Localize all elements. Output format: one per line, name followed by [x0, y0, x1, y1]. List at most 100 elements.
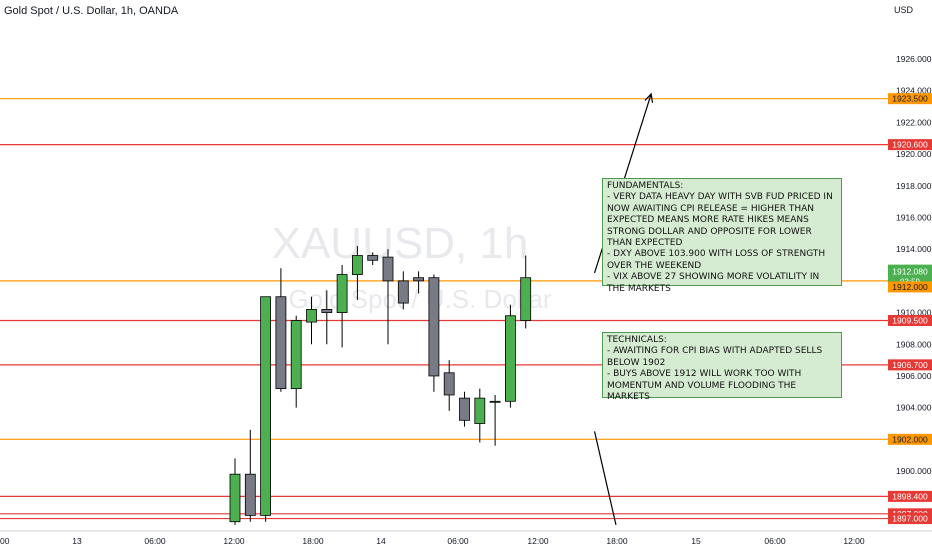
candle-body [290, 320, 302, 390]
level-price-tag: 1909.500 [888, 314, 932, 326]
candle[interactable] [504, 304, 516, 408]
level-price-tag: 1920.600 [888, 139, 932, 151]
fundamentals-note[interactable]: FUNDAMENTALS: - VERY DATA HEAVY DAY WITH … [602, 178, 842, 294]
y-tick-label: 1926.000 [896, 54, 932, 64]
x-tick-label: 06:00 [764, 536, 786, 546]
technicals-line: - AWAITING FOR CPI BIAS WITH ADAPTED SEL… [607, 346, 823, 357]
x-tick-label: 14 [376, 536, 386, 546]
candle[interactable] [260, 296, 272, 522]
x-tick-label: 15 [691, 536, 701, 546]
y-tick-label: 1910.000 [896, 308, 932, 318]
candle-body [397, 280, 409, 304]
technicals-line: - BUYS ABOVE 1912 WILL WORK TOO WITH [607, 369, 802, 380]
current-price-tag: 1912.08003:591912.000 [888, 264, 932, 293]
candle[interactable] [459, 391, 470, 427]
candle-body [520, 277, 532, 321]
level-tag-bg [888, 314, 932, 326]
candle[interactable] [520, 255, 532, 329]
candle-body [428, 277, 440, 377]
candle[interactable] [275, 268, 287, 392]
x-tick-label: 12:00 [527, 536, 549, 546]
candle[interactable] [321, 290, 333, 345]
level-tag-label: 1912.000 [892, 282, 928, 292]
candle[interactable] [229, 458, 241, 525]
level-tag-label: 1902.000 [892, 434, 928, 444]
candle[interactable] [474, 388, 486, 443]
level-price-tag: 1902.000 [888, 433, 932, 445]
y-tick-label: 1922.000 [896, 117, 932, 127]
x-tick-label: 06:00 [447, 536, 469, 546]
candle-body [321, 309, 333, 313]
candle[interactable] [413, 271, 425, 294]
fundamentals-line: FUNDAMENTALS: [607, 181, 684, 191]
x-tick-label: 18:00 [302, 536, 324, 546]
candle-body [443, 372, 455, 396]
candle-body [367, 255, 379, 261]
y-tick-label: 1924.000 [896, 86, 932, 96]
technicals-line: BELOW 1902 [607, 357, 666, 368]
current-price-label: 1912.080 [892, 267, 928, 277]
down-projection-arrow[interactable] [593, 431, 617, 526]
candle-body [504, 315, 516, 402]
level-tag-label: 1909.500 [892, 315, 928, 325]
fundamentals-line: NOW AWAITING CPI RELEASE = HIGHER THAN [607, 203, 814, 214]
candle[interactable] [489, 394, 501, 446]
candle[interactable] [290, 315, 302, 408]
candle[interactable] [443, 360, 455, 411]
candle-body [459, 397, 470, 421]
current-price-bg [888, 264, 932, 287]
fundamentals-line: THAN EXPECTED [607, 238, 683, 249]
level-price-tag: 1906.700 [888, 359, 932, 371]
level-tag-bg [888, 281, 932, 293]
candle[interactable] [428, 274, 440, 392]
level-price-tag: 1898.400 [888, 490, 932, 502]
level-tag-label: 1898.400 [892, 491, 928, 501]
level-price-tag: 1923.500 [888, 93, 932, 105]
y-tick-label: 1920.000 [896, 149, 932, 159]
watermark-name: Gold Spot / U.S. Dollar [289, 284, 552, 314]
candle[interactable] [382, 249, 394, 345]
x-tick-label: 18:00 [606, 536, 628, 546]
level-tag-bg [888, 139, 932, 151]
technicals-line: MOMENTUM AND VOLUME FLOODING THE [607, 380, 797, 391]
candle[interactable] [367, 252, 379, 266]
fundamentals-line: OVER THE WEEKEND [607, 260, 702, 271]
level-tag-label: 1923.500 [892, 94, 928, 104]
candle-body [229, 473, 241, 523]
candle-body [275, 296, 287, 390]
candle-body [260, 296, 272, 516]
level-tag-bg [888, 93, 932, 105]
y-tick-label: 1916.000 [896, 213, 932, 223]
y-tick-label: 1914.000 [896, 244, 932, 254]
candle[interactable] [306, 296, 317, 345]
arrow-shaft [593, 431, 617, 526]
level-tag-label: 1920.600 [892, 140, 928, 150]
chart-title: Gold Spot / U.S. Dollar, 1h, OANDA [4, 5, 179, 17]
candle[interactable] [397, 271, 409, 310]
candle[interactable] [336, 265, 348, 348]
candle-body [351, 255, 363, 275]
candle[interactable] [351, 246, 363, 300]
candle-body [474, 397, 486, 424]
fundamentals-line: STRONG DOLLAR AND OPPOSITE FOR LOWER [607, 226, 812, 237]
y-tick-label: 1918.000 [896, 181, 932, 191]
y-tick-label: 1900.000 [896, 466, 932, 476]
technicals-note[interactable]: TECHNICALS: - AWAITING FOR CPI BIAS WITH … [602, 332, 842, 402]
candle[interactable] [244, 429, 256, 522]
fundamentals-line: THE MARKETS [607, 283, 671, 294]
x-tick-label: 13 [72, 536, 82, 546]
x-tick-label: 12:00 [223, 536, 245, 546]
candle-body [306, 309, 317, 323]
fundamentals-line: - VIX ABOVE 27 SHOWING MORE VOLATILITY I… [607, 272, 820, 283]
level-tag-bg [888, 490, 932, 502]
y-tick-label: 1906.000 [896, 371, 932, 381]
level-tag-bg [888, 359, 932, 371]
watermark-symbol: XAUUSD, 1h [272, 219, 529, 268]
currency-label: USD [894, 5, 914, 15]
level-tag-bg [888, 513, 932, 525]
candle-body [413, 277, 425, 282]
candle-body [489, 400, 501, 403]
level-tag-label: 1897.000 [892, 514, 928, 524]
